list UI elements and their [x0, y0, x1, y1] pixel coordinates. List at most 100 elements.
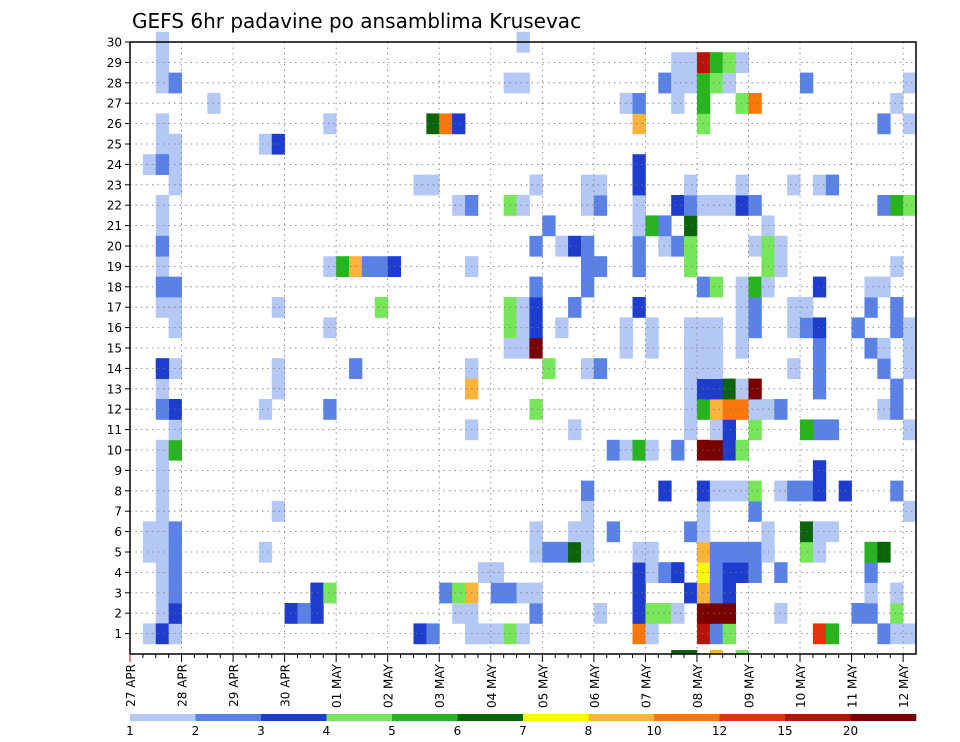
colorbar-label: 8: [585, 724, 593, 738]
x-tick-label: 11 MAY: [846, 663, 860, 708]
heat-cell: [555, 317, 569, 339]
y-tick-label: 16: [107, 321, 122, 335]
heat-cell: [722, 623, 737, 645]
x-axis: 27 APR 28 APR 29 APR 30 APR 01 MAY 02 MAY 03 M…: [124, 654, 911, 708]
heat-cell: [735, 337, 749, 359]
heat-cell: [890, 480, 904, 502]
heat-cell: [684, 256, 698, 277]
heat-cell: [890, 297, 904, 318]
heat-cell: [155, 72, 170, 94]
heat-cell: [684, 399, 698, 420]
x-tick-label: 05 MAY: [536, 663, 550, 708]
heat-cell: [258, 399, 273, 420]
heat-cell: [671, 439, 685, 461]
heat-cell: [696, 337, 711, 359]
heat-cell: [812, 521, 827, 543]
heat-cell: [529, 603, 543, 624]
heat-cell: [735, 317, 749, 339]
colorbar-swatch: [523, 714, 589, 721]
heat-cell: [155, 623, 170, 645]
x-tick-label: 27 APR: [124, 664, 138, 707]
heat-cell: [632, 113, 646, 135]
heat-cell: [748, 378, 762, 400]
heat-cell: [271, 501, 286, 522]
heat-cell: [735, 174, 749, 196]
heat-cell: [593, 358, 608, 379]
heat-cell: [284, 603, 298, 624]
heat-cell: [645, 603, 659, 624]
heat-cell: [722, 419, 737, 441]
heat-cell: [490, 562, 505, 583]
y-tick-label: 26: [107, 117, 122, 131]
heat-cell: [709, 276, 724, 298]
heat-cell: [735, 52, 749, 73]
heat-cell: [684, 419, 698, 441]
colorbar-label: 10: [646, 724, 661, 738]
heat-cell: [812, 460, 827, 481]
heat-cell: [529, 297, 543, 318]
heat-cell: [825, 521, 840, 543]
heat-cell: [709, 419, 724, 441]
y-tick-label: 21: [107, 219, 122, 233]
heat-cell: [529, 541, 543, 563]
y-tick-label: 6: [114, 525, 122, 539]
heat-cell: [709, 358, 724, 379]
heat-cell: [155, 378, 170, 400]
heat-cell: [632, 623, 646, 645]
x-tick-label: 01 MAY: [330, 663, 344, 708]
heat-cell: [336, 256, 350, 277]
colorbar-swatch: [130, 714, 196, 721]
heat-cell: [890, 399, 904, 420]
colorbar-swatch: [785, 714, 851, 721]
y-tick-label: 9: [114, 464, 122, 478]
heat-cell: [709, 337, 724, 359]
heat-cell: [735, 480, 749, 502]
heat-cell: [632, 256, 646, 277]
heat-cell: [361, 256, 376, 277]
heat-cell: [155, 52, 170, 73]
heat-cell: [142, 154, 157, 175]
heat-cell: [529, 521, 543, 543]
heat-cell: [722, 195, 737, 216]
heat-cell: [903, 337, 917, 359]
heat-cell: [735, 541, 749, 563]
heat-cell: [671, 52, 685, 73]
y-tick-label: 18: [107, 280, 122, 294]
heat-cell: [903, 72, 917, 94]
heat-cell: [155, 460, 170, 481]
heat-cell: [155, 521, 170, 543]
heat-cell: [297, 603, 311, 624]
heat-cell: [155, 195, 170, 216]
heat-cell: [632, 215, 646, 237]
heat-cell: [645, 337, 659, 359]
y-tick-label: 4: [114, 566, 122, 580]
heat-cell: [632, 541, 646, 563]
heat-cell: [825, 419, 840, 441]
heat-cell: [812, 378, 827, 400]
heat-cell: [696, 541, 711, 563]
heat-cell: [709, 378, 724, 400]
heat-cell: [568, 297, 582, 318]
heat-cell: [516, 195, 530, 216]
heat-cell: [568, 541, 582, 563]
heat-cell: [722, 562, 737, 583]
heat-cell: [671, 93, 685, 114]
heat-cell: [555, 541, 569, 563]
heat-cell: [748, 317, 762, 339]
colorbar-label: 15: [777, 724, 792, 738]
heat-cell: [645, 562, 659, 583]
heat-cell: [271, 378, 286, 400]
heat-cell: [529, 399, 543, 420]
heat-cell: [323, 399, 337, 420]
heat-cell: [696, 195, 711, 216]
heat-cell: [452, 603, 466, 624]
heat-cell: [155, 235, 170, 257]
heat-cell: [696, 521, 711, 543]
heat-cell: [696, 603, 711, 624]
heat-cell: [271, 297, 286, 318]
heat-cell: [748, 419, 762, 441]
heat-cell: [903, 623, 917, 645]
heat-cell: [593, 174, 608, 196]
y-tick-label: 25: [107, 138, 122, 152]
